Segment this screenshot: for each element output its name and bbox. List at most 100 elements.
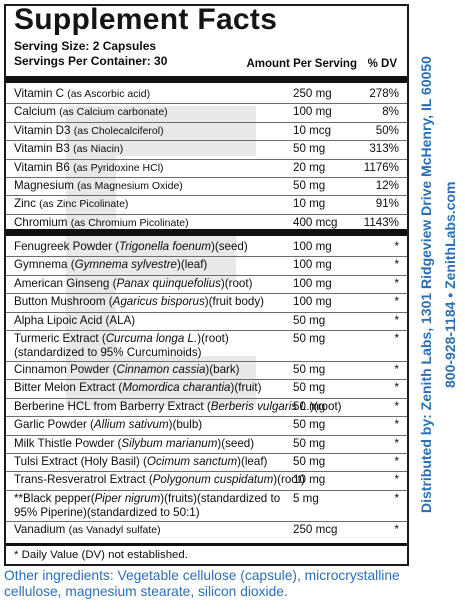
- nutrient-row: Vitamin C (as Ascorbic acid) 250 mg 278%: [6, 86, 407, 105]
- ingredient-amount: 50 mg: [293, 454, 326, 468]
- ingredient-row: Trans-Resveratrol Extract (Polygonum cus…: [6, 472, 407, 491]
- ingredient-name: Bitter Melon Extract (Momordica charanti…: [14, 381, 261, 395]
- nutrient-amount: 100 mg: [293, 105, 332, 119]
- nutrient-name: Vitamin D3 (as Cholecalciferol): [14, 124, 164, 138]
- ingredient-latin-name: Trigonella foenum: [119, 240, 211, 253]
- nutrient-name: Zinc (as Zinc Picolinate): [14, 197, 128, 211]
- ingredient-row: Vanadium (as Vanadyl sulfate) 250 mcg *: [6, 522, 407, 539]
- nutrient-dv: 12%: [375, 178, 399, 192]
- ingredient-part: )(root): [197, 331, 229, 345]
- nutrient-name: Chromium (as Chromium Picolinate): [14, 216, 189, 230]
- ingredient-name: Trans-Resveratrol Extract (Polygonum cus…: [14, 473, 305, 487]
- nutrient-name: Vitamin B3 (as Niacin): [14, 142, 123, 156]
- nutrient-amount: 10 mcg: [293, 123, 332, 137]
- ingredient-name: Alpha Lipoic Acid (ALA): [14, 314, 135, 328]
- ingredient-amount: 100 mg: [293, 240, 332, 253]
- nutrient-label: Vitamin B6: [14, 160, 70, 174]
- ingredient-dv: *: [394, 362, 399, 376]
- distributor-address: Distributed by: Zenith Labs, 1301 Ridgev…: [418, 56, 434, 514]
- ingredient-amount: 50 mg: [293, 436, 326, 450]
- nutrient-row: Vitamin B3 (as Niacin) 50 mg 313%: [6, 141, 407, 160]
- nutrient-source: (as Chromium Picolinate): [70, 216, 189, 229]
- nutrient-amount: 50 mg: [293, 178, 326, 192]
- ingredient-part: )(fruits)(standardized to: [160, 491, 281, 505]
- ingredient-dv: *: [394, 454, 399, 468]
- ingredient-dv: *: [394, 313, 399, 327]
- ingredient-amount: 50 mg: [293, 399, 326, 413]
- ingredient-row: Cinnamon Powder (Cinnamon cassia)(bark) 5…: [6, 362, 407, 381]
- ingredient-dv: *: [394, 418, 399, 432]
- ingredient-amount: 50 mg: [293, 313, 326, 327]
- ingredient-row: American Ginseng (Panax quinquefolius)(r…: [6, 276, 407, 295]
- nutrient-amount: 400 mcg: [293, 215, 338, 229]
- nutrient-label: Chromium: [14, 215, 68, 229]
- ingredient-label: American Ginseng (: [14, 276, 117, 290]
- other-ingredients: Other ingredients: Vegetable cellulose (…: [4, 568, 400, 599]
- ingredient-row: Gymnema (Gymnema sylvestre)(leaf) 100 mg *: [6, 257, 407, 276]
- ingredient-label: Milk Thistle Powder (: [14, 436, 122, 450]
- nutrient-label: Vitamin B3: [14, 142, 70, 156]
- ingredient-latin-name: Berberis vulgaris L.: [210, 399, 310, 413]
- ingredient-amount: 50 mg: [293, 418, 326, 432]
- nutrient-row: Vitamin D3 (as Cholecalciferol) 10 mcg 50%: [6, 123, 407, 142]
- ingredient-name: **Black pepper(Piper nigrum)(fruits)(sta…: [14, 492, 280, 520]
- nutrient-label: Vitamin D3: [14, 123, 71, 137]
- ingredient-name: Button Mushroom (Agaricus bisporus)(frui…: [14, 295, 264, 309]
- nutrient-dv: 1176%: [363, 160, 399, 174]
- thick-divider: [6, 229, 407, 236]
- ingredient-latin-name: Panax quinquefolius: [116, 276, 221, 290]
- ingredient-name: Turmeric Extract (Curcuma longa L.)(root…: [14, 332, 229, 360]
- ingredient-label: Bitter Melon Extract (: [14, 381, 123, 395]
- ingredient-latin-name: Agaricus bisporus: [112, 295, 205, 309]
- ingredient-name: Cinnamon Powder (Cinnamon cassia)(bark): [14, 363, 240, 377]
- ingredient-rows: Fenugreek Powder (Trigonella foenum)(see…: [6, 239, 407, 539]
- nutrient-dv: 91%: [375, 197, 399, 211]
- nutrient-name: Magnesium (as Magnesium Oxide): [14, 179, 183, 193]
- nutrient-dv: 1143%: [363, 215, 399, 229]
- ingredient-dv: *: [394, 436, 399, 450]
- column-header-dv: % DV: [367, 58, 397, 70]
- ingredient-name: Berberine HCL from Barberry Extract (Ber…: [14, 400, 342, 414]
- ingredient-standardization: (standardized to 95% Curcuminoids): [14, 345, 202, 359]
- nutrient-dv: 50%: [375, 123, 399, 137]
- ingredient-latin-name: Gymnema sylvestre: [74, 258, 177, 272]
- nutrient-name: Vitamin C (as Ascorbic acid): [14, 87, 150, 101]
- nutrient-amount: 50 mg: [293, 142, 326, 156]
- ingredient-name: Garlic Powder (Allium sativum)(bulb): [14, 418, 202, 432]
- column-header-amount: Amount Per Serving: [246, 58, 357, 70]
- ingredient-latin-name: Curcuma longa L.: [105, 331, 198, 345]
- ingredient-label: Alpha Lipoic Acid (ALA): [14, 313, 136, 327]
- ingredient-name: Vanadium (as Vanadyl sulfate): [14, 523, 161, 537]
- ingredient-row: **Black pepper(Piper nigrum)(fruits)(sta…: [6, 491, 407, 522]
- ingredient-amount: 250 mcg: [293, 522, 338, 536]
- ingredient-part: )(fruit body): [204, 295, 265, 309]
- ingredient-latin-name: Ocimum sanctum: [146, 454, 238, 468]
- ingredient-dv: *: [394, 399, 399, 413]
- nutrient-label: Magnesium: [14, 178, 74, 192]
- ingredient-part: )(bulb): [168, 418, 203, 432]
- ingredient-label: Fenugreek Powder (: [14, 240, 120, 253]
- ingredient-name: Gymnema (Gymnema sylvestre)(leaf): [14, 258, 207, 272]
- ingredient-latin-name: Piper nigrum: [94, 491, 161, 505]
- nutrient-dv: 8%: [382, 105, 399, 119]
- ingredient-standardization: 95% Piperine)(standardized to 50:1): [14, 505, 200, 519]
- nutrient-source: (as Pyridoxine HCl): [73, 161, 164, 174]
- ingredient-label: Berberine HCL from Barberry Extract (: [14, 399, 211, 413]
- thick-divider: [6, 76, 407, 83]
- daily-value-footnote: * Daily Value (DV) not established.: [14, 549, 188, 561]
- ingredient-dv: *: [394, 258, 399, 272]
- nutrient-row: Calcium (as Calcium carbonate) 100 mg 8%: [6, 104, 407, 123]
- ingredient-dv: *: [394, 522, 399, 536]
- nutrient-amount: 250 mg: [293, 87, 332, 100]
- ingredient-amount: 50 mg: [293, 381, 326, 395]
- nutrient-row: Chromium (as Chromium Picolinate) 400 mcg…: [6, 215, 407, 232]
- distributor-contact: 800-928-1184 • ZenithLabs.com: [442, 181, 458, 389]
- ingredient-amount: 5 mg: [293, 491, 319, 505]
- ingredient-label: Button Mushroom (: [14, 295, 113, 309]
- ingredient-label: Turmeric Extract (: [14, 331, 106, 345]
- supplement-facts-panel: Supplement Facts Serving Size: 2 Capsule…: [4, 4, 409, 566]
- ingredient-part: )(fruit): [230, 381, 262, 395]
- ingredient-source: (as Vanadyl sulfate): [68, 523, 161, 536]
- ingredient-part: )(root): [309, 399, 342, 413]
- ingredient-part: )(root): [273, 473, 305, 487]
